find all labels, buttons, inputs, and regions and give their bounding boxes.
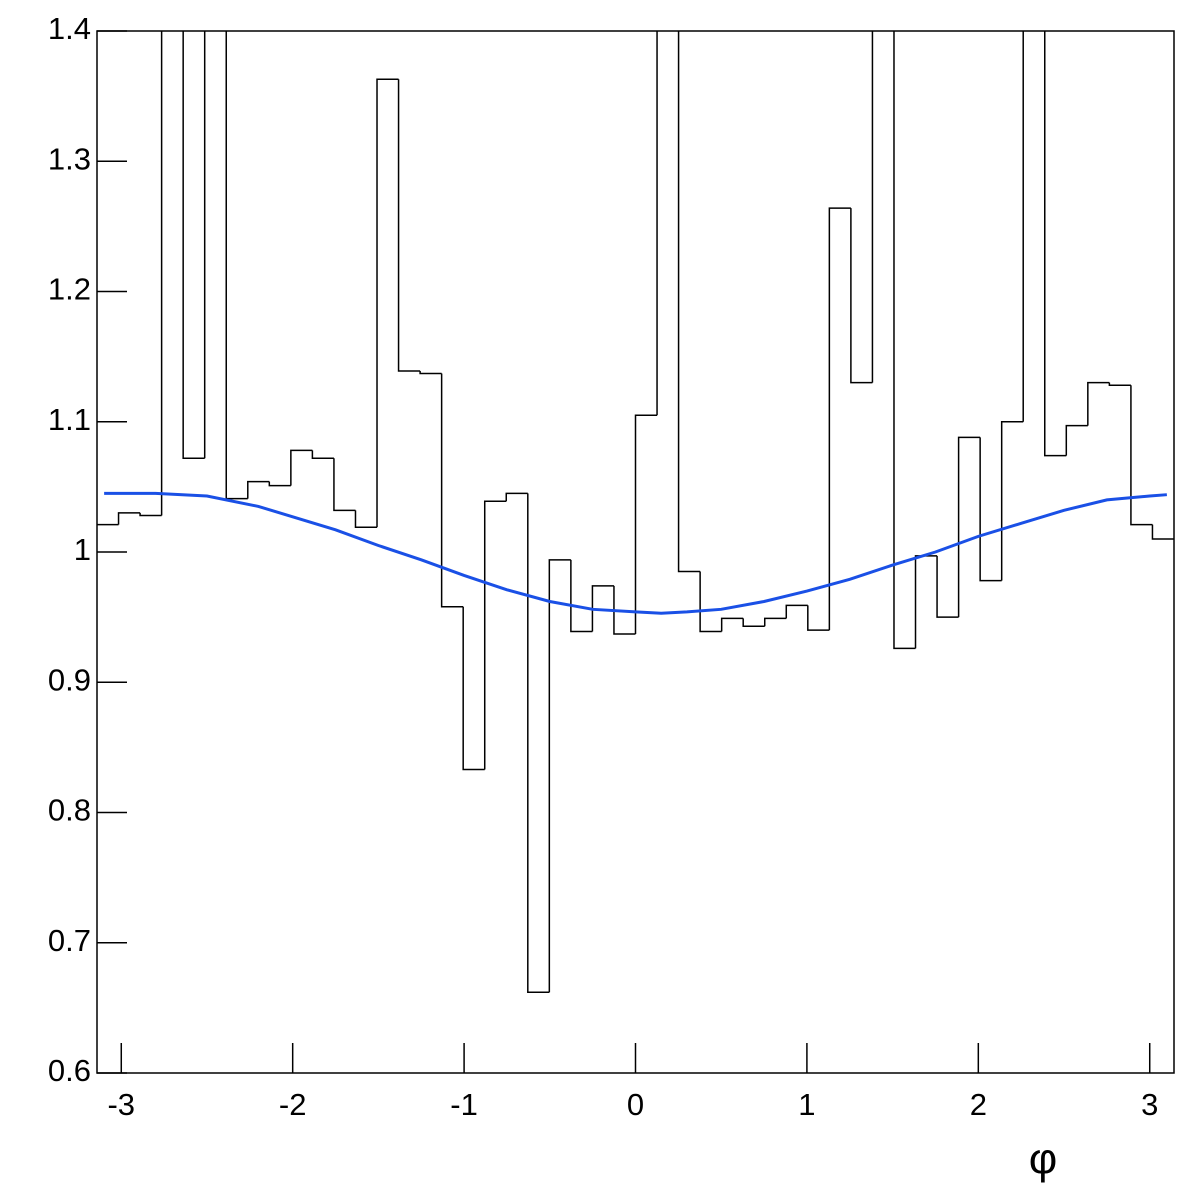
histogram-bin — [182, 31, 205, 459]
y-tick-label: 0.6 — [48, 1053, 91, 1088]
histogram-bin — [742, 618, 765, 627]
histogram-bin — [613, 585, 636, 635]
y-tick-label: 1.2 — [48, 272, 91, 307]
histogram-bin — [160, 31, 163, 516]
histogram-bin — [397, 79, 421, 372]
histogram-bin — [203, 31, 206, 459]
x-tick-label: 1 — [798, 1087, 815, 1122]
histogram-bin — [634, 414, 658, 635]
x-tick-label: -1 — [450, 1087, 478, 1122]
histogram-bin — [914, 555, 938, 649]
histogram-bin — [979, 437, 1002, 582]
histogram-bin — [290, 449, 313, 486]
histogram-bin — [117, 512, 141, 525]
histogram-bin — [871, 31, 874, 383]
histogram-bin — [850, 208, 873, 384]
histogram-bin — [1130, 385, 1153, 526]
histogram-bin — [1108, 382, 1131, 387]
x-axis-label: φ — [1029, 1135, 1058, 1184]
y-tick-label: 0.8 — [48, 793, 91, 828]
histogram-bin — [139, 512, 162, 517]
histogram-bin — [785, 604, 808, 619]
histogram-bin — [699, 571, 722, 633]
histogram-bin — [225, 31, 248, 500]
histogram-bin — [548, 559, 571, 993]
y-tick-label: 0.7 — [48, 923, 91, 958]
histogram-bin — [311, 450, 334, 459]
histogram-bin — [247, 480, 270, 499]
histogram-bin — [720, 617, 744, 632]
histogram-bin — [1151, 524, 1174, 540]
plot-area — [97, 31, 1174, 993]
histogram-bin — [570, 559, 593, 633]
histogram-bin — [828, 207, 851, 631]
y-tick-label: 1.3 — [48, 141, 91, 176]
histogram-bin — [333, 458, 356, 512]
y-tick-label: 0.9 — [48, 662, 91, 697]
histogram-bin — [483, 500, 507, 770]
x-tick-label: -2 — [279, 1087, 307, 1122]
fit-curve — [104, 491, 1167, 615]
histogram-bin — [462, 606, 485, 771]
histogram-bin — [677, 31, 701, 573]
y-tick-label: 1.4 — [48, 11, 91, 46]
histogram-bin — [1087, 381, 1110, 426]
histogram-bin — [419, 370, 442, 375]
histogram-bin — [376, 78, 399, 528]
histogram-bin — [354, 510, 378, 529]
histogram-bin — [1000, 421, 1024, 581]
histogram-bin — [957, 436, 981, 618]
histogram-bin — [268, 481, 291, 487]
histogram-bin — [1065, 424, 1088, 456]
x-tick-label: 2 — [970, 1087, 987, 1122]
histogram-bin — [807, 605, 830, 631]
histogram-bin — [591, 585, 614, 632]
histogram-bin — [527, 493, 550, 993]
histogram-bin — [656, 31, 658, 416]
x-tick-label: -3 — [107, 1087, 135, 1122]
histogram-bin — [1044, 31, 1067, 457]
histogram-bin — [893, 31, 916, 650]
histogram-bin — [505, 492, 528, 502]
histogram-bin — [936, 555, 959, 618]
histogram-bin — [763, 617, 787, 627]
y-tick-label: 1.1 — [48, 402, 91, 437]
histogram-bin — [440, 373, 464, 608]
x-tick-label: 0 — [627, 1087, 644, 1122]
histogram-bin — [1022, 31, 1024, 422]
y-tick-label: 1 — [74, 532, 91, 567]
x-tick-label: 3 — [1141, 1087, 1158, 1122]
